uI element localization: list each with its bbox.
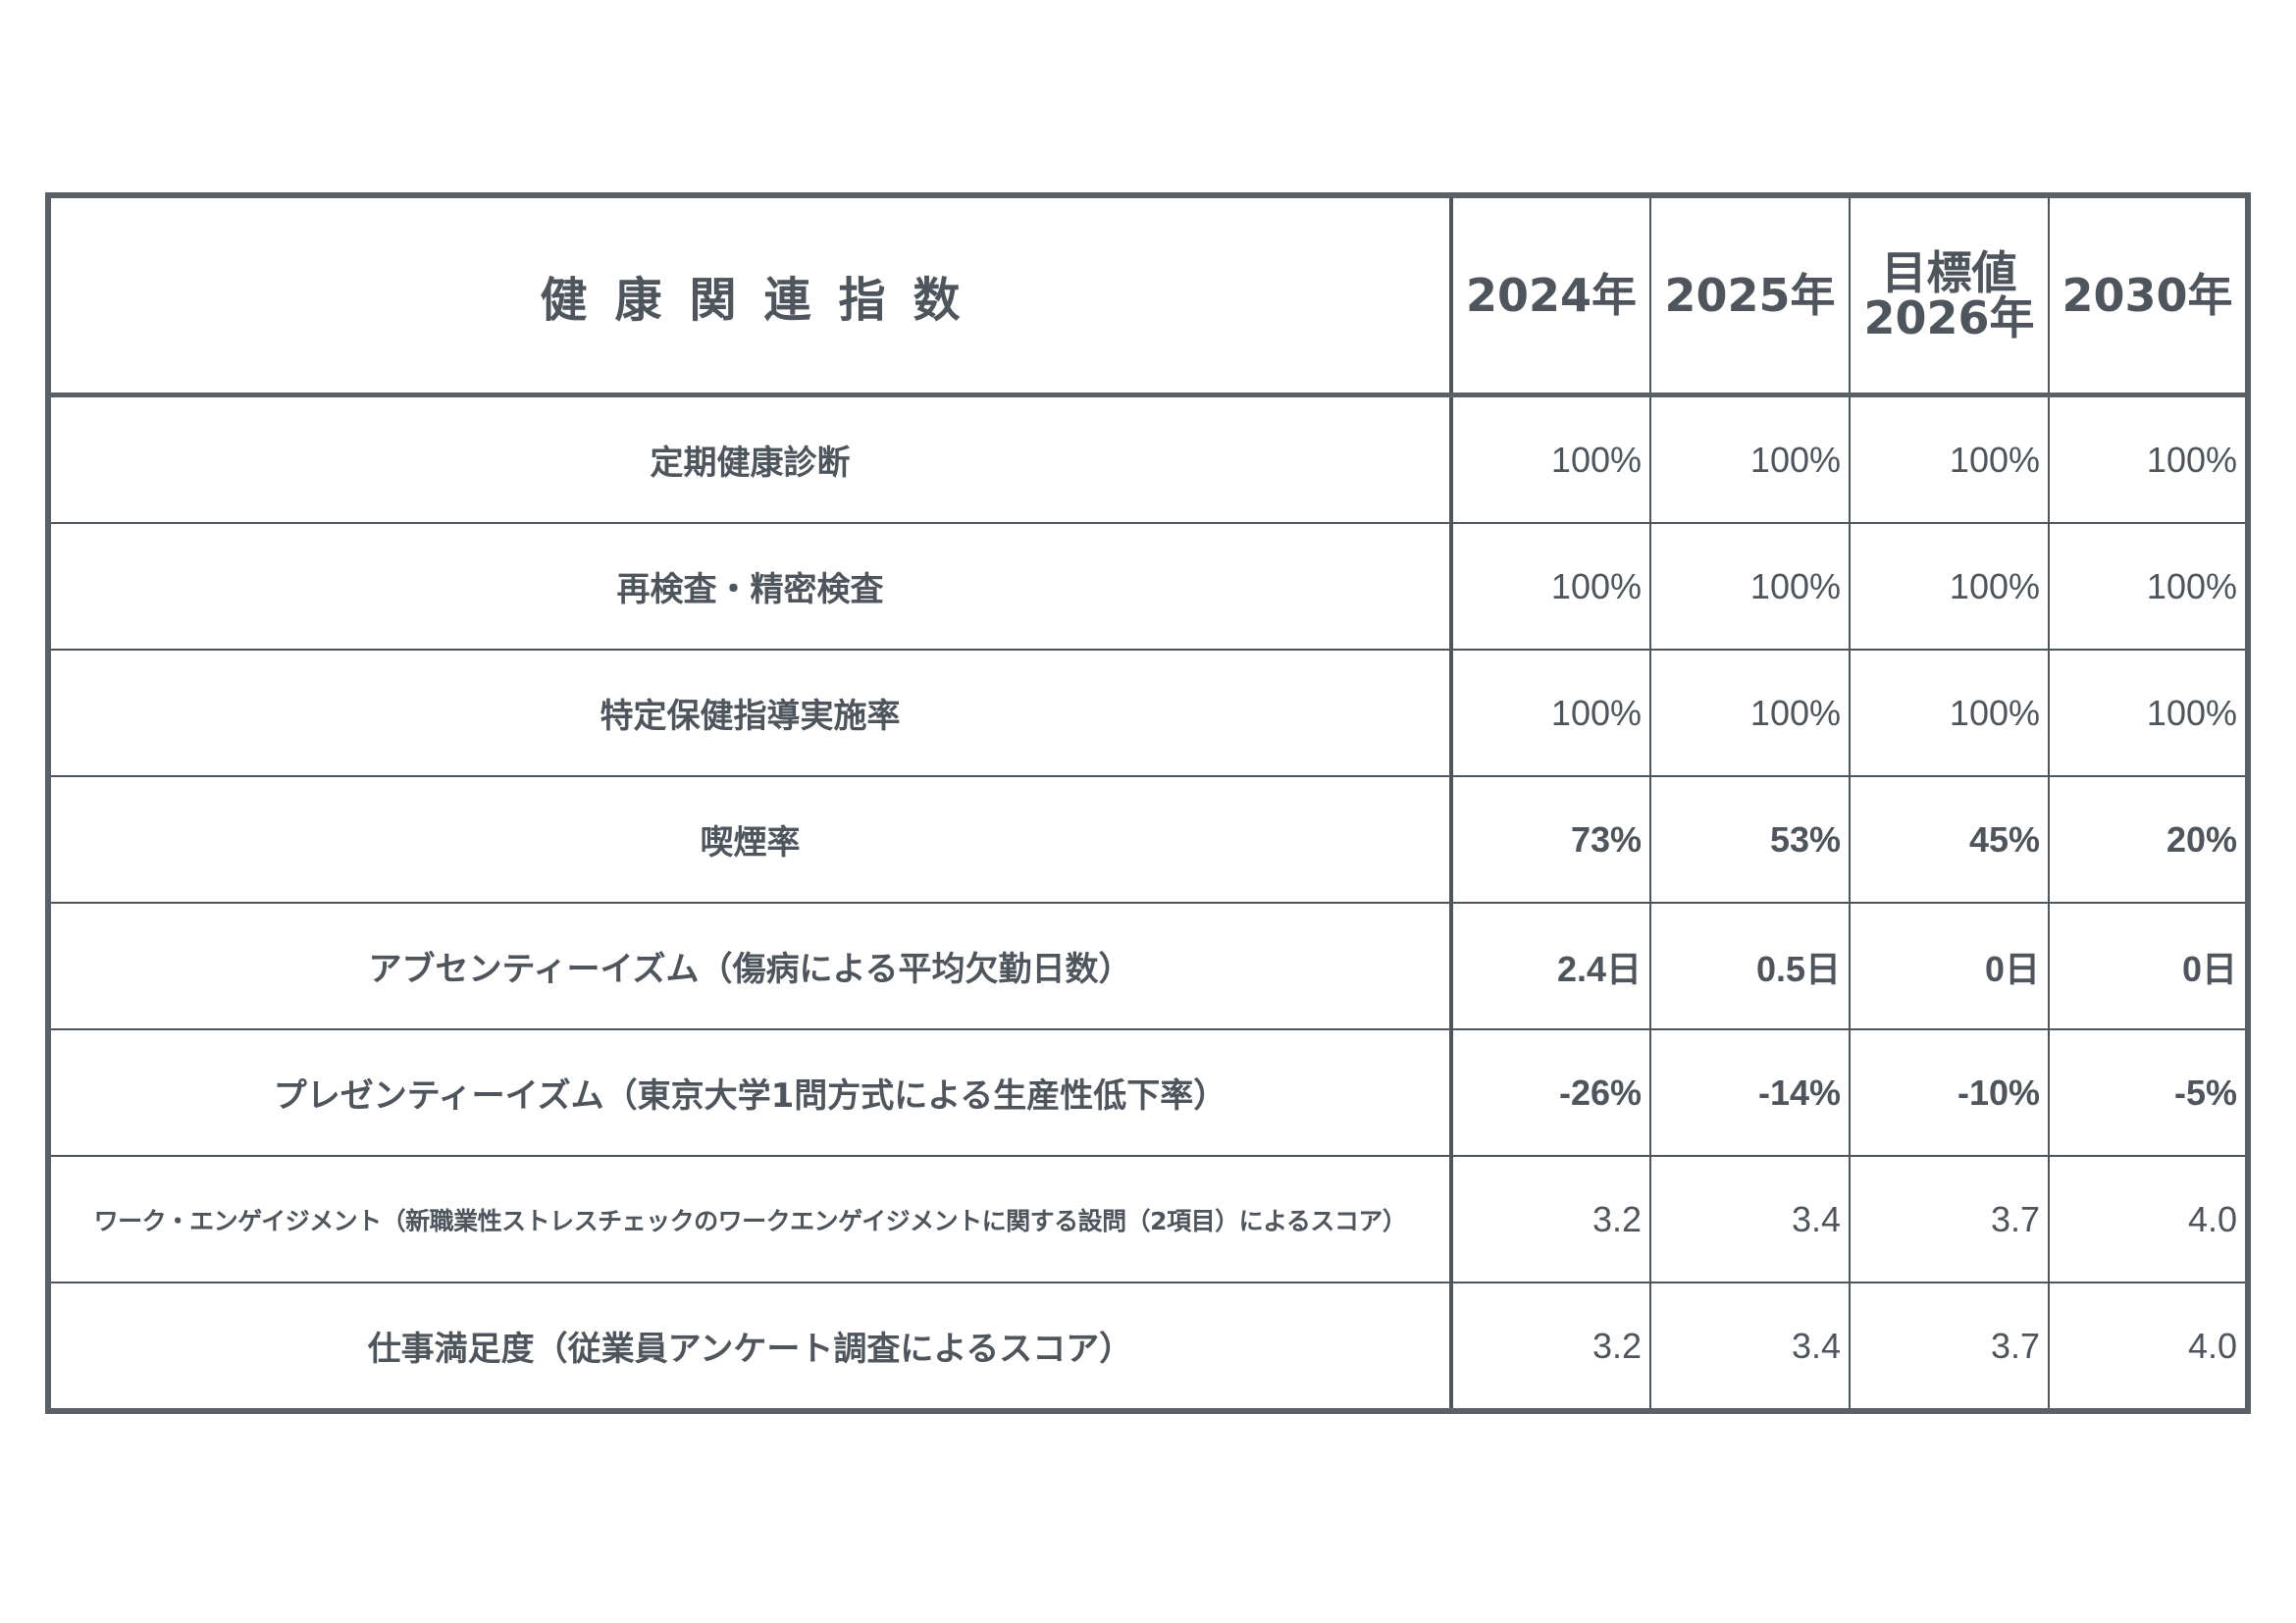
row-label-presenteeism: プレゼンティーイズム（東京大学1問方式による生産性低下率） [47, 1028, 1453, 1157]
cell-value: 100% [2048, 522, 2249, 651]
cell-value: 0.5日 [1649, 902, 1851, 1030]
health-indicators-table: 健康関連指数 2024年 2025年 目標値 2026年 2030年 定期健康診… [45, 192, 2251, 1414]
row-label-job-satisfaction: 仕事満足度（従業員アンケート調査によるスコア） [47, 1282, 1453, 1412]
column-header-2030: 2030年 [2048, 194, 2249, 397]
row-label-smoking-rate: 喫煙率 [47, 775, 1453, 904]
table-row: 定期健康診断 100% 100% 100% 100% [47, 393, 2249, 524]
cell-value: 100% [1649, 393, 1851, 524]
cell-value: 3.4 [1649, 1282, 1851, 1412]
cell-value: 100% [2048, 649, 2249, 777]
cell-value: 53% [1649, 775, 1851, 904]
row-label-reexamination: 再検査・精密検査 [47, 522, 1453, 651]
column-header-2024: 2024年 [1450, 194, 1651, 397]
table-row: プレゼンティーイズム（東京大学1問方式による生産性低下率） -26% -14% … [47, 1028, 2249, 1157]
table-row: 喫煙率 73% 53% 45% 20% [47, 775, 2249, 904]
cell-value: 4.0 [2048, 1155, 2249, 1283]
cell-value: 100% [1450, 522, 1651, 651]
cell-value: 100% [1649, 522, 1851, 651]
column-header-target-2026: 目標値 2026年 [1849, 194, 2050, 397]
table-row: 特定保健指導実施率 100% 100% 100% 100% [47, 649, 2249, 777]
table-title: 健康関連指数 [47, 194, 1453, 397]
target-year: 2026年 [1863, 291, 2035, 344]
table-header-row: 健康関連指数 2024年 2025年 目標値 2026年 2030年 [47, 194, 2249, 397]
table-row: アブセンティーイズム（傷病による平均欠勤日数） 2.4日 0.5日 0日 0日 [47, 902, 2249, 1030]
row-label-absenteeism: アブセンティーイズム（傷病による平均欠勤日数） [47, 902, 1453, 1030]
cell-value: 3.7 [1849, 1282, 2050, 1412]
table-row: 再検査・精密検査 100% 100% 100% 100% [47, 522, 2249, 651]
cell-value: 3.2 [1450, 1282, 1651, 1412]
cell-value: 3.7 [1849, 1155, 2050, 1283]
cell-value: 45% [1849, 775, 2050, 904]
cell-value: 3.4 [1649, 1155, 1851, 1283]
cell-value: 0日 [2048, 902, 2249, 1030]
cell-value: 20% [2048, 775, 2249, 904]
column-header-2025: 2025年 [1649, 194, 1851, 397]
row-label-work-engagement: ワーク・エンゲイジメント（新職業性ストレスチェックのワークエンゲイジメントに関す… [47, 1155, 1453, 1283]
table-row: ワーク・エンゲイジメント（新職業性ストレスチェックのワークエンゲイジメントに関す… [47, 1155, 2249, 1283]
cell-value: -14% [1649, 1028, 1851, 1157]
cell-value: 100% [1649, 649, 1851, 777]
cell-value: -5% [2048, 1028, 2249, 1157]
cell-value: 100% [1849, 522, 2050, 651]
cell-value: 100% [1450, 649, 1651, 777]
cell-value: 3.2 [1450, 1155, 1651, 1283]
cell-value: -26% [1450, 1028, 1651, 1157]
cell-value: 100% [2048, 393, 2249, 524]
cell-value: 100% [1849, 393, 2050, 524]
cell-value: -10% [1849, 1028, 2050, 1157]
cell-value: 73% [1450, 775, 1651, 904]
row-label-health-checkup: 定期健康診断 [47, 393, 1453, 524]
target-label: 目標値 [1881, 246, 2017, 299]
table-row: 仕事満足度（従業員アンケート調査によるスコア） 3.2 3.4 3.7 4.0 [47, 1282, 2249, 1412]
cell-value: 100% [1849, 649, 2050, 777]
cell-value: 2.4日 [1450, 902, 1651, 1030]
row-label-specific-health-guidance: 特定保健指導実施率 [47, 649, 1453, 777]
cell-value: 0日 [1849, 902, 2050, 1030]
cell-value: 100% [1450, 393, 1651, 524]
cell-value: 4.0 [2048, 1282, 2249, 1412]
